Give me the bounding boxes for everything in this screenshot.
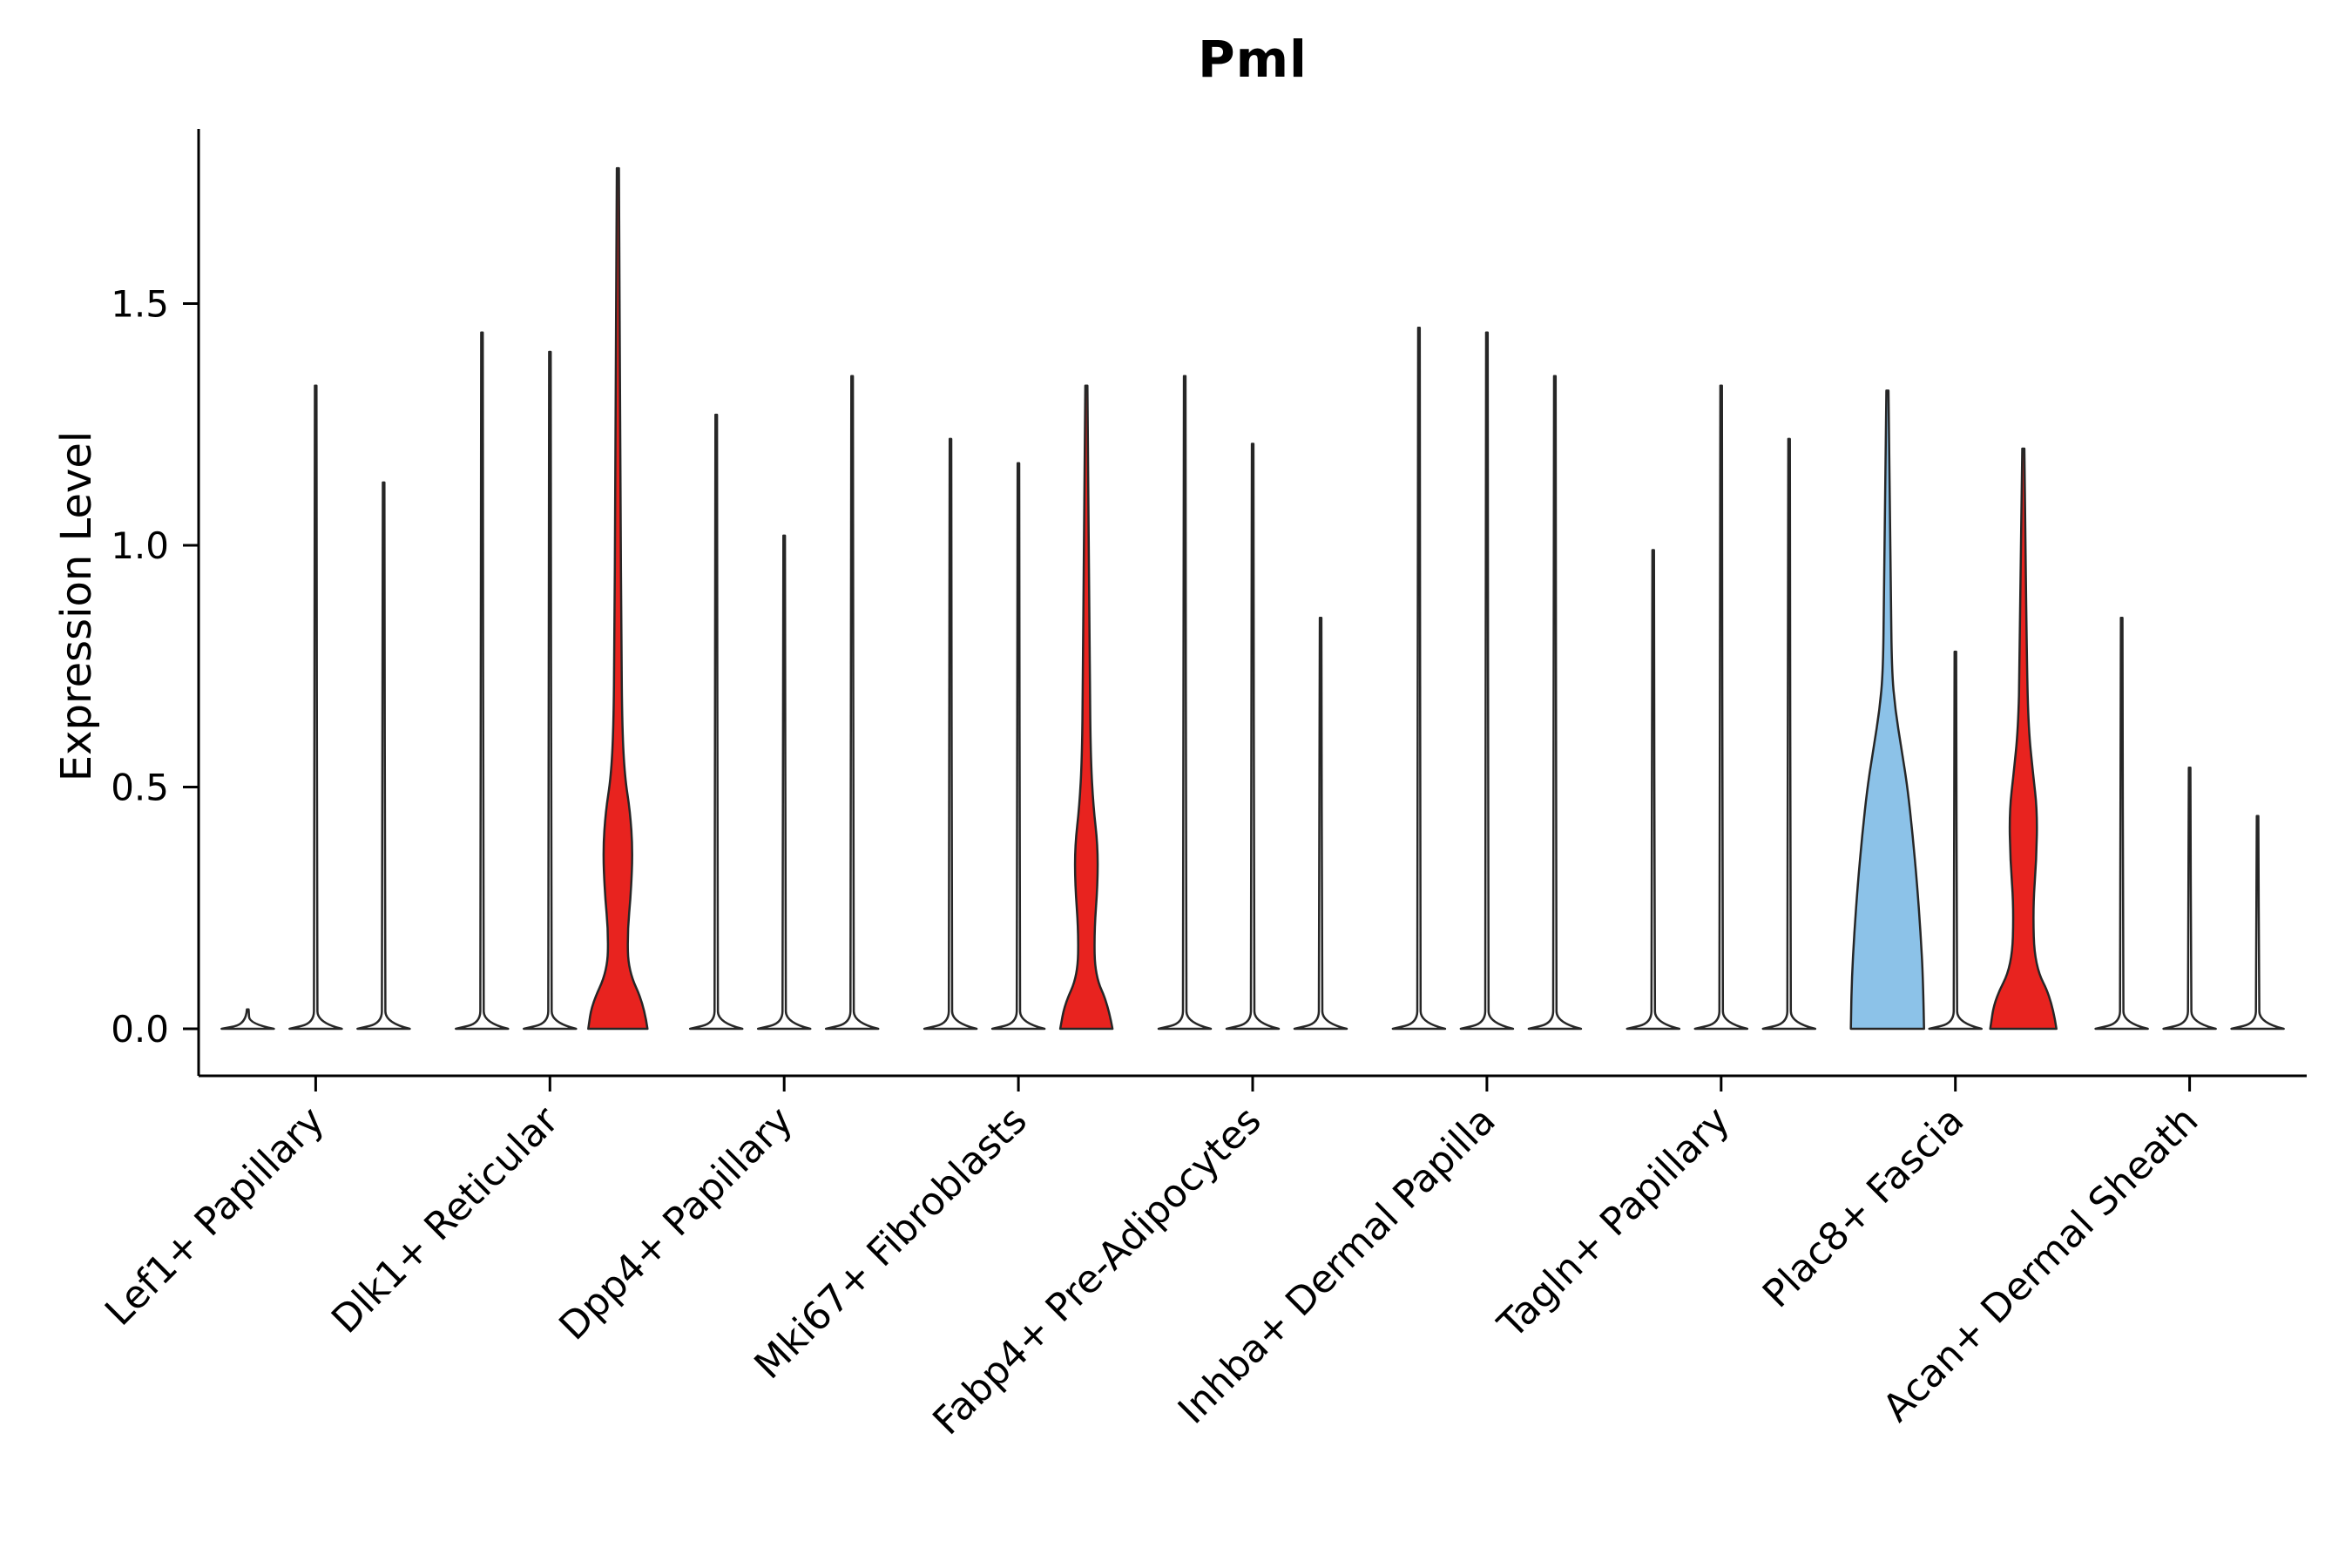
y-tick-label: 1.5	[111, 283, 169, 326]
violin	[1928, 650, 1983, 1031]
y-tick-label: 0.5	[111, 767, 169, 809]
violin	[1527, 375, 1583, 1031]
violin	[1225, 443, 1281, 1031]
x-tick-label: Tagln+ Papillary	[1489, 1098, 1738, 1348]
violin-highlighted-red	[587, 166, 649, 1031]
violin	[2230, 814, 2285, 1031]
x-tick-label: Dpp4+ Papillary	[551, 1098, 801, 1349]
violin	[1157, 375, 1213, 1031]
violin	[923, 437, 978, 1031]
violin	[523, 350, 578, 1031]
violin	[1761, 437, 1817, 1031]
violin	[2162, 767, 2217, 1031]
violin	[455, 331, 510, 1031]
violin	[824, 375, 880, 1031]
violin-highlighted-red	[1989, 447, 2058, 1031]
chart-title: Pml	[1198, 30, 1308, 89]
y-tick-label: 0.0	[111, 1008, 169, 1051]
violin	[2094, 617, 2149, 1031]
violin	[220, 1008, 275, 1031]
x-tick-label: Dlk1+ Reticular	[323, 1098, 568, 1342]
violin	[1459, 331, 1515, 1031]
violin	[288, 384, 343, 1031]
violin	[356, 481, 411, 1031]
violin	[756, 534, 812, 1031]
violin	[1391, 327, 1447, 1031]
y-tick-label: 1.0	[111, 524, 169, 567]
violin-highlighted-red	[1058, 384, 1114, 1031]
violin-highlighted-blue	[1849, 389, 1925, 1031]
violin	[990, 462, 1046, 1031]
x-tick-label: Plac8+ Fascia	[1754, 1098, 1973, 1317]
violin	[1293, 617, 1348, 1031]
violin	[1625, 549, 1681, 1031]
violin	[688, 413, 744, 1031]
violin	[1693, 384, 1749, 1031]
x-tick-label: Lef1+ Papillary	[97, 1098, 333, 1335]
